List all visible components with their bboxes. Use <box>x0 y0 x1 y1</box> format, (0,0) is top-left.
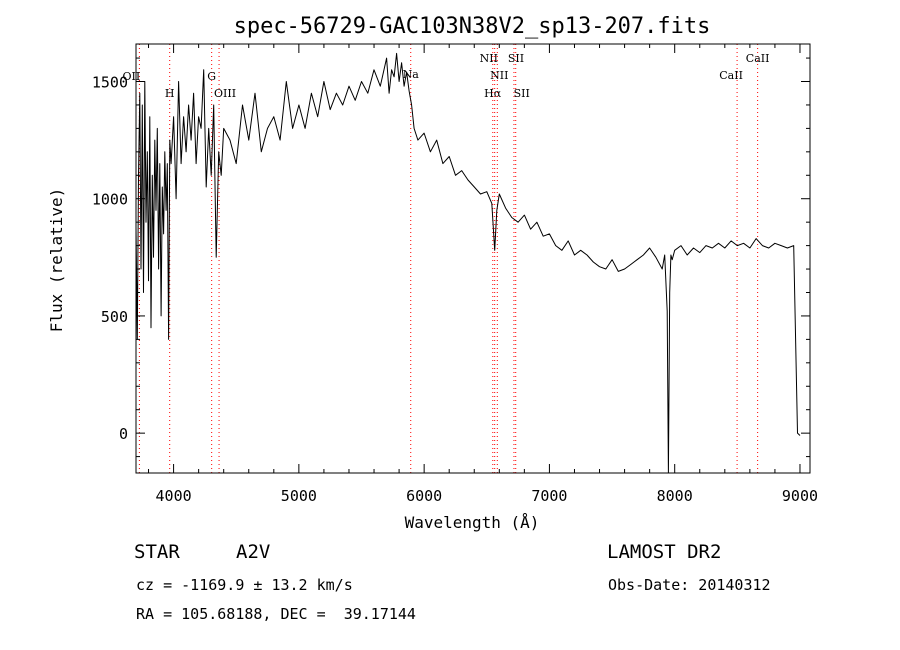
y-tick-label: 1500 <box>92 74 128 92</box>
redshift-velocity: cz = -1169.9 ± 13.2 km/s <box>136 576 353 594</box>
spectral-subclass: A2V <box>236 541 271 563</box>
y-tick-label: 1000 <box>92 191 128 209</box>
marker-label: H <box>165 87 175 100</box>
x-tick-label: 7000 <box>531 487 567 505</box>
plot-frame <box>135 43 811 474</box>
chart-title: spec-56729-GAC103N38V2_sp13-207.fits <box>234 14 711 39</box>
x-tick-label: 5000 <box>281 487 317 505</box>
sky-coordinates: RA = 105.68188, DEC = 39.17144 <box>136 605 416 623</box>
marker-label: Hα <box>484 87 502 100</box>
y-tick-label: 500 <box>101 308 128 326</box>
axes: 4000 5000 6000 7000 8000 9000 0 500 1000 1500 <box>92 43 818 505</box>
marker-label: SII <box>508 52 524 65</box>
marker-label: CaII <box>719 69 743 82</box>
survey-label: LAMOST DR2 <box>607 541 722 563</box>
marker-label: OIII <box>214 87 236 100</box>
y-axis-label: Flux (relative) <box>47 188 66 333</box>
x-tick-label: 6000 <box>406 487 442 505</box>
marker-label: CaII <box>746 52 770 65</box>
marker-label: Na <box>403 68 420 81</box>
series-layer <box>135 52 801 474</box>
observation-date: Obs-Date: 20140312 <box>608 576 771 594</box>
y-tick-label: 0 <box>119 425 128 443</box>
object-type: STAR <box>134 541 180 563</box>
spectrum-series <box>135 52 801 474</box>
marker-label: SII <box>514 87 530 100</box>
x-tick-label: 9000 <box>782 487 818 505</box>
marker-label: NII <box>480 52 498 65</box>
x-axis-label: Wavelength (Å) <box>405 513 540 532</box>
x-tick-label: 4000 <box>156 487 192 505</box>
marker-label: NII <box>490 69 508 82</box>
marker-label: G <box>207 70 216 83</box>
x-tick-label: 8000 <box>657 487 693 505</box>
